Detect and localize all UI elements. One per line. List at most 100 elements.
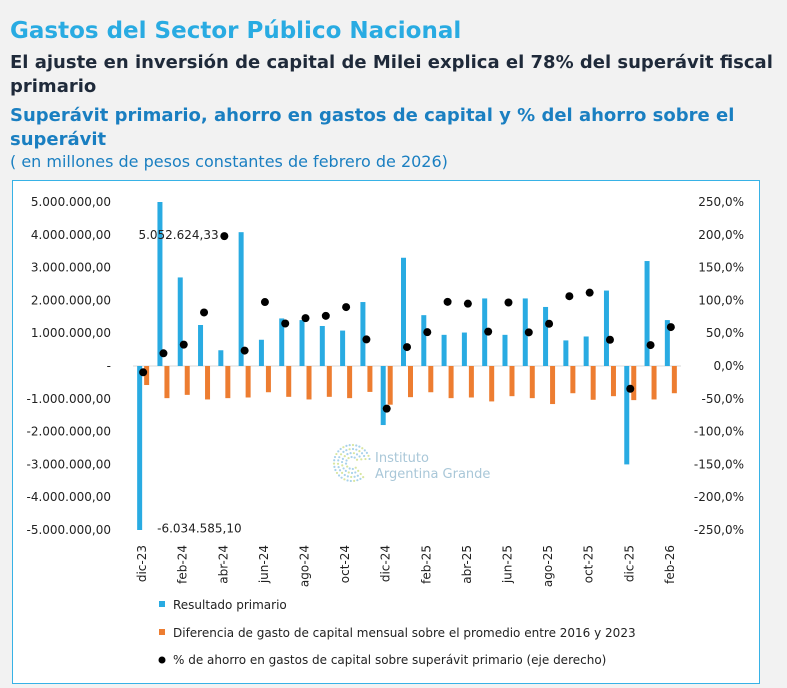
bar-primary-result	[664, 320, 670, 366]
x-tick-label: feb-25	[419, 545, 433, 584]
x-tick-label: dic-23	[135, 545, 149, 582]
watermark-logo-dot	[344, 462, 348, 465]
bar-capex-diff	[489, 366, 495, 402]
watermark-logo-dot	[335, 452, 338, 456]
bar-primary-result	[502, 334, 508, 366]
watermark-logo-dot	[355, 444, 358, 447]
bar-primary-result	[644, 261, 650, 366]
bar-capex-diff	[468, 366, 474, 398]
point-savings-pct	[443, 297, 452, 306]
point-savings-pct	[362, 335, 371, 344]
watermark-logo-dot	[336, 462, 340, 465]
watermark-text-2: Argentina Grande	[375, 467, 490, 482]
y-axis-right: 250,0% 200,0% 150,0% 100,0% 50,0% 0,0% -50,0% -…	[694, 195, 744, 537]
bar-capex-diff	[347, 366, 353, 399]
watermark-logo-dot	[349, 451, 352, 455]
bar-capex-diff	[306, 366, 312, 400]
chart-title: Superávit primario, ahorro en gastos de …	[10, 105, 735, 150]
x-tick-label: feb-24	[176, 545, 190, 584]
point-savings-pct	[423, 328, 432, 337]
watermark-logo-dot	[341, 457, 345, 460]
watermark-logo-dot	[333, 465, 336, 468]
watermark-logo-dot	[367, 454, 370, 457]
bar-primary-result	[157, 202, 163, 366]
bar-primary-result	[218, 350, 224, 366]
watermark-logo-dot	[343, 473, 346, 477]
x-tick-label: abr-25	[460, 545, 474, 584]
bar-capex-diff	[651, 366, 657, 400]
watermark-logo-dot	[362, 475, 365, 479]
bar-capex-diff	[286, 366, 292, 397]
watermark-logo-dot	[346, 465, 349, 468]
chart-svg: Instituto Argentina Grande 5.000.000,00 4…	[27, 195, 745, 667]
watermark-logo-dot	[339, 447, 342, 451]
series-capex-diff	[144, 366, 677, 405]
y-right-tick-label: 150,0%	[698, 261, 744, 275]
chart-units: ( en millones de pesos constantes de feb…	[10, 152, 448, 171]
point-savings-pct	[545, 319, 554, 328]
y-right-tick-label: 100,0%	[698, 293, 744, 307]
bar-primary-result	[198, 325, 204, 366]
bar-capex-diff	[550, 366, 556, 405]
watermark-logo-dot	[363, 449, 366, 452]
bar-primary-result	[279, 318, 285, 366]
bar-primary-result	[543, 306, 549, 366]
watermark-logo-dot	[337, 459, 340, 462]
bar-capex-diff	[408, 366, 413, 398]
data-annotations: 5.052.624,33 -6.034.585,10	[138, 228, 241, 536]
legend-label-primary-result: Resultado primario	[173, 598, 287, 612]
x-tick-label: feb-26	[663, 545, 677, 584]
point-savings-pct	[382, 404, 391, 413]
watermark-logo-dot	[356, 479, 359, 482]
y-right-tick-label: -250,0%	[694, 523, 744, 537]
point-savings-pct	[200, 308, 209, 317]
page-title: Gastos del Sector Público Nacional	[10, 18, 462, 44]
x-tick-label: dic-24	[379, 545, 393, 582]
watermark-logo-dot	[333, 455, 337, 459]
watermark-logo-dot	[342, 450, 345, 454]
bar-primary-result	[340, 330, 346, 366]
watermark-logo-dot	[346, 475, 349, 478]
watermark-logo-dot	[358, 455, 361, 458]
watermark-logo-dot	[361, 447, 364, 450]
bar-primary-result	[563, 340, 569, 366]
watermark-logo-dot	[354, 466, 357, 469]
legend-label-savings-pct: % de ahorro en gastos de capital sobre s…	[173, 653, 606, 667]
y-axis-left: 5.000.000,00 4.000.000,00 3.000.000,00 2.00…	[27, 195, 112, 537]
bar-capex-diff	[671, 366, 677, 394]
bar-capex-diff	[225, 366, 231, 399]
watermark-logo-dot	[340, 476, 343, 479]
watermark-logo-dot	[337, 466, 340, 469]
watermark-logo-dot	[353, 475, 356, 478]
bar-primary-result	[583, 336, 589, 366]
bar-capex-diff	[509, 366, 515, 397]
point-savings-pct	[626, 384, 635, 393]
watermark-logo-dot	[348, 467, 351, 470]
bar-primary-result	[624, 366, 630, 465]
y-left-tick-label: -1.000.000,00	[27, 392, 112, 406]
bar-primary-result	[319, 325, 325, 366]
y-left-tick-label: -5.000.000,00	[27, 523, 112, 537]
bar-primary-result	[137, 366, 143, 530]
series-primary-result	[137, 202, 670, 530]
y-left-tick-label: -3.000.000,00	[27, 457, 112, 471]
y-left-tick-label: -	[107, 359, 111, 373]
point-savings-pct	[504, 298, 513, 307]
y-right-tick-label: 50,0%	[706, 326, 744, 340]
legend-label-capex-diff: Diferencia de gasto de capital mensual s…	[173, 626, 636, 640]
x-tick-label: ago-24	[298, 545, 312, 587]
point-savings-pct	[321, 311, 330, 320]
watermark-logo-dot	[334, 468, 337, 472]
watermark-logo-dot	[344, 469, 347, 472]
point-savings-pct	[605, 335, 614, 344]
page-subtitle: El ajuste en inversión de capital de Mil…	[10, 52, 773, 97]
x-tick-label: jun-24	[257, 545, 271, 584]
watermark-logo-dot	[359, 477, 362, 481]
bar-capex-diff	[164, 366, 170, 399]
bar-primary-result	[258, 339, 264, 366]
watermark-logo-dot	[343, 454, 346, 458]
watermark-logo-dot	[355, 453, 359, 456]
y-left-tick-label: 2.000.000,00	[31, 293, 111, 307]
point-savings-pct	[463, 299, 472, 308]
watermark-logo-dot	[351, 447, 355, 451]
